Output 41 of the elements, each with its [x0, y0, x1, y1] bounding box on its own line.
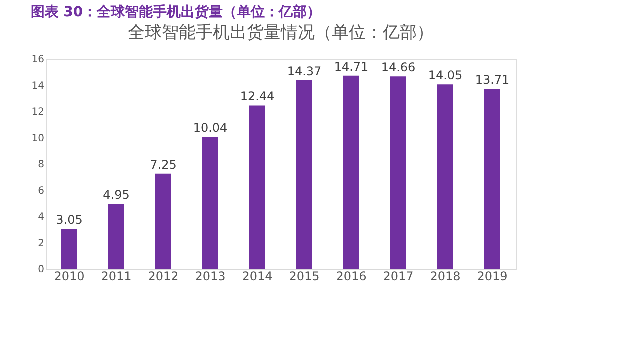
x-tick-label: 2018 — [430, 270, 461, 284]
bar — [250, 106, 266, 269]
y-tick-label: 16 — [32, 54, 44, 66]
data-label: 14.37 — [287, 64, 322, 78]
data-label: 10.04 — [193, 121, 228, 136]
y-tick-label: 10 — [32, 133, 44, 144]
bar — [62, 228, 78, 269]
data-label: 7.25 — [150, 158, 177, 172]
bar — [390, 76, 406, 269]
y-tick-label: 0 — [38, 264, 44, 276]
data-label: 14.05 — [428, 68, 463, 83]
bar — [156, 174, 172, 269]
x-tick-label: 2016 — [336, 270, 367, 284]
x-tick-label: 2017 — [383, 270, 414, 284]
y-tick-label: 12 — [32, 107, 44, 118]
y-tick-label: 4 — [38, 212, 44, 223]
bar — [296, 80, 312, 269]
data-label: 14.71 — [334, 60, 369, 74]
bar — [438, 84, 454, 269]
bar — [344, 76, 360, 269]
y-tick-label: 2 — [38, 238, 44, 250]
y-tick-label: 8 — [38, 160, 44, 170]
x-tick-label: 2011 — [101, 270, 132, 284]
bar — [202, 137, 218, 269]
data-label: 4.95 — [103, 188, 130, 202]
x-tick-label: 2010 — [54, 270, 85, 284]
data-label: 12.44 — [240, 90, 275, 104]
data-label: 13.71 — [475, 73, 510, 88]
y-tick-label: 14 — [32, 80, 44, 92]
bar — [108, 204, 124, 269]
x-tick-label: 2012 — [148, 270, 179, 284]
x-tick-label: 2013 — [195, 270, 226, 284]
data-label: 3.05 — [56, 212, 83, 227]
bar — [484, 89, 500, 269]
chart-subtitle: 全球智能手机出货量情况（单位：亿部） — [128, 23, 434, 43]
x-tick-label: 2015 — [289, 270, 320, 284]
chart-title: 图表 30：全球智能手机出货量（单位：亿部） — [30, 4, 322, 20]
x-tick-label: 2019 — [477, 270, 508, 284]
y-tick-label: 6 — [38, 186, 44, 197]
data-label: 14.66 — [381, 60, 416, 75]
x-tick-label: 2014 — [242, 270, 273, 284]
